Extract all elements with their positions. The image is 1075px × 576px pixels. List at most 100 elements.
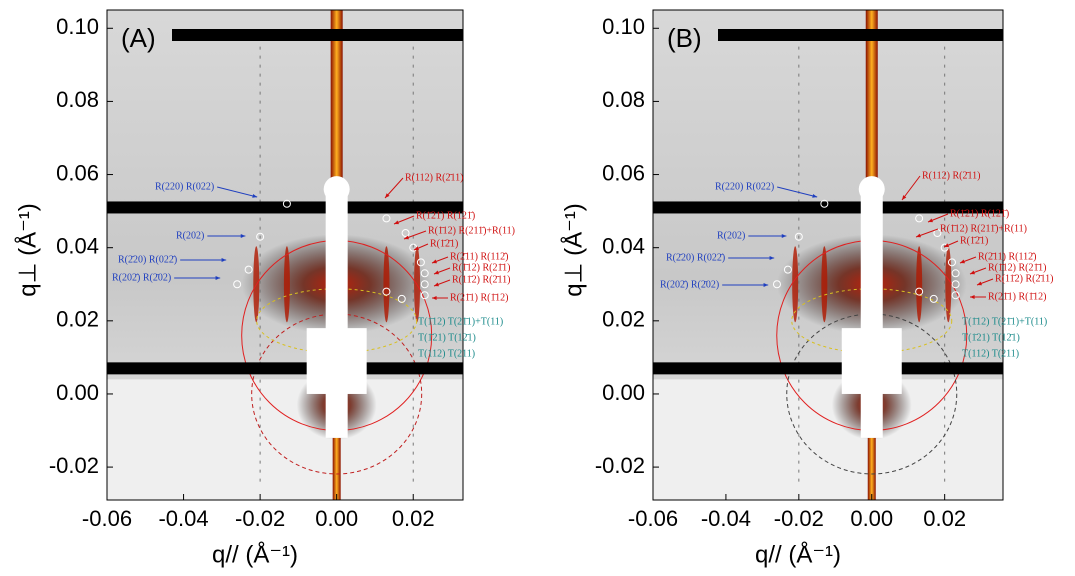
arrow-head [977,281,982,286]
y-tick-label: 0.06 [56,160,99,185]
bragg-rod [821,246,828,323]
arrow-head [434,282,439,287]
beamstop [325,189,348,438]
annotation: R(220) R(022) [715,181,774,192]
annotation: R(202) [717,230,745,241]
annotation: R(1̄12) R(21̄1) [452,262,510,273]
peak-marker [416,258,425,267]
diffraction-image [652,9,1004,501]
beamstop [841,328,902,394]
arrow-head [902,195,907,200]
peak-marker [256,232,265,241]
arrow-head [215,276,221,280]
bragg-rod [792,246,799,323]
specular-rod [867,437,876,500]
arrow-head [970,270,975,275]
peak-marker [401,229,410,238]
x-tick-label: -0.04 [158,506,208,531]
bragg-rod [383,246,390,323]
annotation: R(21̄1) R(1̄12) [988,291,1046,302]
x-tick-label: 0.00 [850,506,893,531]
arrow-head [781,234,787,238]
detector-gap [107,201,463,214]
arrow-head [240,234,246,238]
annotation: R(2̄11) R(112̄) [450,251,508,262]
arrow-head [769,256,775,260]
arrow-head [394,220,399,225]
y-tick-label: 0.08 [56,87,99,112]
annotation: T(1̄12) T(21̄1)+T(11) [962,316,1047,327]
arrow-head [404,235,409,240]
annotation: R(1̄21) R(121̄) [950,208,1009,219]
arrow-head [221,258,227,262]
y-tick-label: 0.08 [602,87,645,112]
beamstop [860,189,883,438]
annotation: R(11̄2) R(2̄11) [452,274,510,285]
y-tick-label: 0.00 [56,380,99,405]
panel-label: (B) [667,23,702,53]
arrow-head [812,193,818,198]
detector-gap [107,362,463,375]
specular-rod [330,10,343,193]
peak-marker [244,265,253,274]
x-tick-label: 0.02 [392,506,435,531]
panel-label: (A) [121,23,156,53]
x-tick-label: -0.06 [628,506,678,531]
annotation: R(2̄11) R(112̄) [978,251,1036,262]
annotation: T(1̄21) T(12̄1) [418,332,476,343]
lower-detector [107,379,463,500]
y-tick-label: 0.10 [602,14,645,39]
annotation-arrow [901,175,921,201]
arrow-head [385,193,390,198]
arrow-head [763,283,769,287]
beamstop [306,328,367,394]
bragg-rod [283,246,290,323]
peak-marker [783,265,792,274]
lower-detector [653,379,1003,500]
detector-gap [653,362,1003,375]
annotation: R(1̄2̄1) [430,238,458,249]
x-tick-label: 0.00 [315,506,358,531]
arrow-head [414,246,419,250]
y-tick-label: -0.02 [49,453,99,478]
arrow-head [944,243,949,247]
annotation: R(202̄) R(2̄02) [660,279,719,290]
peak-marker [420,291,429,300]
bragg-rod [916,246,923,323]
arrow-head [916,233,921,238]
annotation-arrow [777,186,818,198]
x-tick-label: 0.02 [923,506,966,531]
peak-marker [794,232,803,241]
peak-marker [820,199,829,208]
annotation: R(21̄1) R(1̄12) [450,292,508,303]
plot-frame [106,9,464,501]
x-tick-label: -0.02 [235,506,285,531]
annotation: T(112) T(211) [962,348,1019,359]
annotation: R(2̄20) R(022̄) [118,254,177,265]
detector-gap [718,29,1003,41]
y-tick-label: 0.10 [56,14,99,39]
y-tick-label: 0.00 [602,380,645,405]
diffraction-image [106,9,464,501]
arrow-head [432,259,437,264]
peak-marker [420,280,429,289]
x-tick-label: -0.02 [774,506,824,531]
detector-gap [172,29,463,41]
annotation: R(112) R(2̄11) [405,172,463,183]
peak-marker [915,287,924,296]
peak-marker [420,269,429,278]
y-axis-label: q⊥ (Å⁻¹) [13,203,41,297]
arrow-head [970,295,975,299]
x-tick-label: -0.04 [701,506,751,531]
peak-marker [951,280,960,289]
annotation: T(1̄12) T(21̄1)+T(11) [418,316,503,327]
specular-rod [865,10,878,193]
plot-frame [652,9,1004,501]
peak-marker [951,291,960,300]
y-tick-label: 0.02 [602,307,645,332]
annotation: R(220) R(022) [155,181,214,192]
annotation: R(1̄21) R(121̄) [416,210,475,221]
arrow-head [928,218,933,223]
annotation: R(1̄12) R(21̄1) [988,262,1046,273]
annotation: R(202) [176,230,204,241]
